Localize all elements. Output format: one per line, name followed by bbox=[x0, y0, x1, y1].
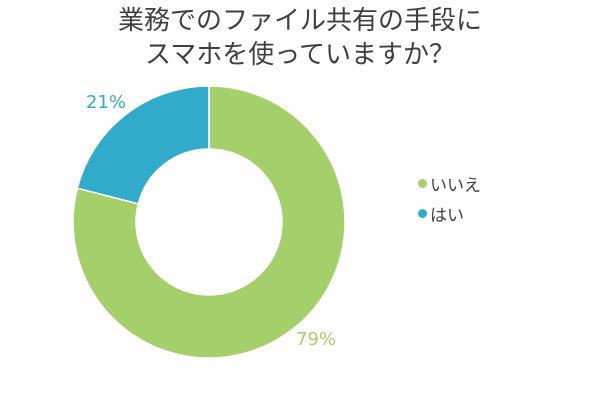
legend-item-no: いいえ bbox=[418, 172, 481, 196]
donut-slice-yes bbox=[76, 85, 210, 205]
chart-legend: いいえ はい bbox=[418, 172, 481, 232]
legend-swatch-yes bbox=[418, 208, 427, 218]
legend-item-yes: はい bbox=[418, 202, 481, 226]
chart-title-line-2: スマホを使っていますか？ bbox=[145, 40, 455, 70]
chart-title: 業務でのファイル共有の手段に スマホを使っていますか？ bbox=[0, 4, 600, 72]
legend-label-yes: はい bbox=[430, 205, 464, 226]
donut-slice-no bbox=[72, 85, 346, 359]
chart-title-line-1: 業務でのファイル共有の手段に bbox=[117, 6, 482, 36]
legend-swatch-no bbox=[418, 178, 427, 188]
data-label-yes: 21% bbox=[86, 92, 127, 113]
data-label-no: 79% bbox=[296, 329, 337, 350]
legend-label-no: いいえ bbox=[430, 175, 481, 196]
donut-slices bbox=[72, 85, 346, 359]
